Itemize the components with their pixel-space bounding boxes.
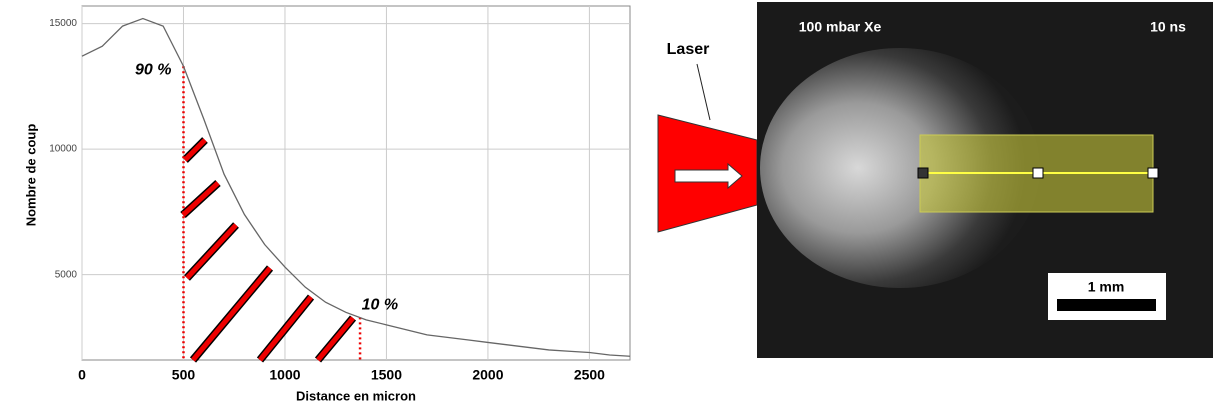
profile-curve <box>81 17 631 357</box>
arrow <box>674 162 743 190</box>
x-tick-label: 2000 <box>472 367 503 383</box>
time-label: 10 ns <box>1150 19 1186 35</box>
scale-label: 1 mm <box>1088 279 1125 295</box>
x-tick-label: 2500 <box>574 367 605 383</box>
stripe <box>181 181 220 217</box>
y-tick-label: 10000 <box>49 144 77 155</box>
stripe <box>191 266 272 362</box>
x-tick-label: 1500 <box>371 367 402 383</box>
x-tick-label: 0 <box>78 367 86 383</box>
handle <box>1032 167 1044 179</box>
handle <box>917 167 929 179</box>
x-axis-label: Distance en micron <box>296 388 416 403</box>
chart: 0 500 1000 1500 2000 2500 5000 10000 15000 90 % 10… <box>49 5 631 383</box>
y-tick-label: 15000 <box>49 18 77 29</box>
y-tick-label: 5000 <box>55 269 78 280</box>
scale-box <box>1048 273 1166 320</box>
stripe <box>258 295 313 362</box>
stripe <box>185 223 238 280</box>
handle <box>1147 167 1159 179</box>
pointer-line <box>696 63 711 121</box>
stripe <box>316 316 355 362</box>
plasma-glow <box>760 48 1040 288</box>
laser-label: Laser <box>667 41 710 58</box>
gas-label: 100 mbar Xe <box>799 19 882 35</box>
plot-area <box>81 5 631 361</box>
y-axis-label: Nombre de coup <box>23 124 38 227</box>
x-tick-label: 500 <box>172 367 196 383</box>
annotation: 90 % <box>135 61 171 78</box>
annotation: 10 % <box>362 297 398 314</box>
scale-bar <box>1057 299 1156 311</box>
x-tick-label: 1000 <box>269 367 300 383</box>
stripe <box>183 138 207 162</box>
